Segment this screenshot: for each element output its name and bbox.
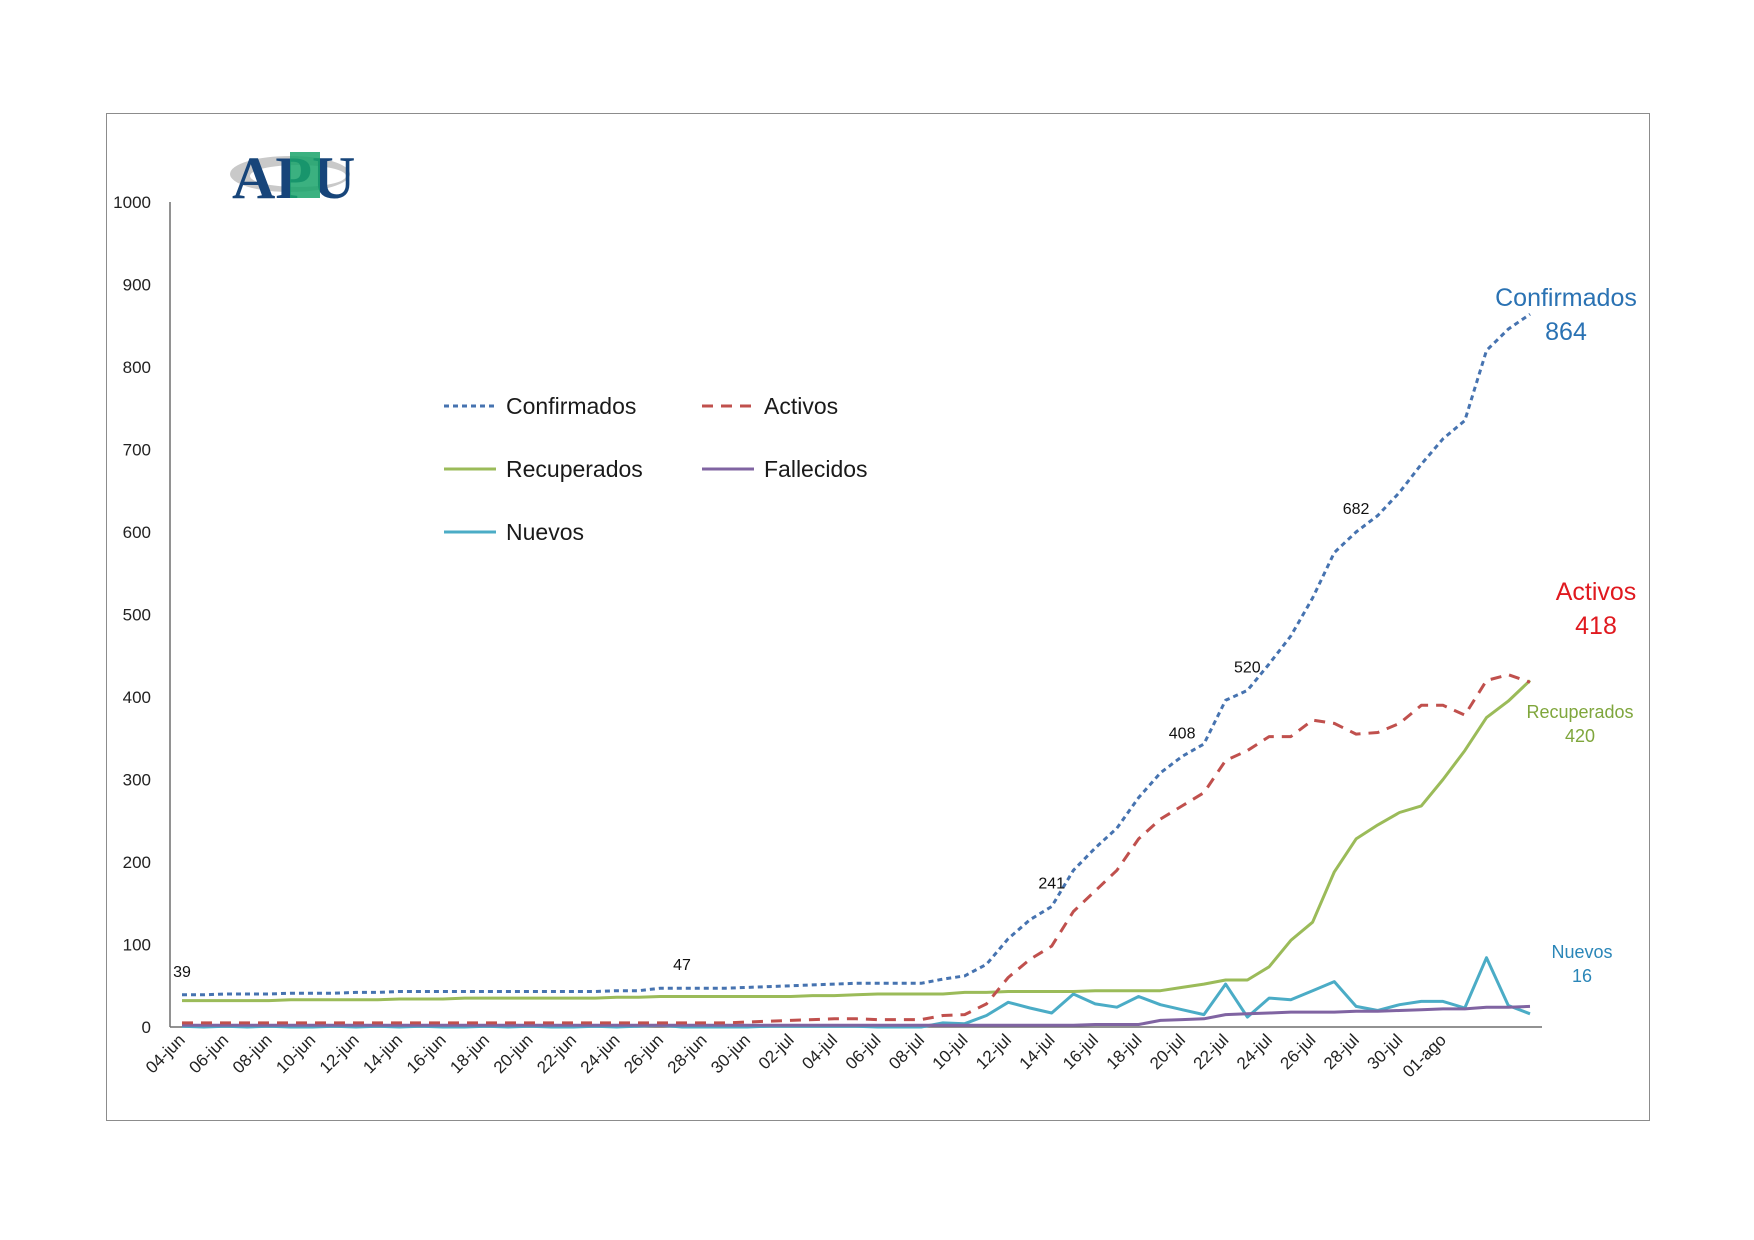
x-tick-label: 30-jun — [707, 1030, 754, 1077]
x-tick-label: 24-jun — [577, 1030, 624, 1077]
x-tick-label: 26-jun — [620, 1030, 667, 1077]
x-tick-label: 14-jun — [359, 1030, 406, 1077]
x-tick-label: 08-jul — [885, 1030, 928, 1073]
legend-swatch — [444, 530, 496, 534]
x-tick-label: 10-jun — [272, 1030, 319, 1077]
x-tick-label: 04-jul — [798, 1030, 841, 1073]
legend-label: Fallecidos — [764, 455, 868, 482]
legend-swatch — [444, 467, 496, 471]
y-tick-label: 300 — [123, 771, 151, 790]
x-tick-label: 01-ago — [1399, 1030, 1450, 1081]
end-label-name: Nuevos — [1551, 942, 1613, 962]
legend-swatch — [444, 404, 496, 408]
end-label-name: Activos — [1555, 578, 1637, 606]
series-line-activos — [182, 673, 1531, 1025]
x-tick-label: 12-jun — [316, 1030, 363, 1077]
x-tick-label: 20-jun — [490, 1030, 537, 1077]
x-tick-label: 02-jul — [755, 1030, 798, 1073]
legend-label: Activos — [764, 392, 839, 419]
data-label: 520 — [1234, 659, 1261, 676]
legend-swatch — [702, 404, 754, 408]
legend-item-confirmados: Confirmados — [442, 392, 636, 420]
end-label-nuevos: Nuevos 16 — [1482, 940, 1682, 989]
data-label: 408 — [1169, 725, 1196, 742]
data-label: 39 — [173, 964, 191, 981]
y-tick-label: 200 — [123, 853, 151, 872]
x-tick-label: 10-jul — [929, 1030, 972, 1073]
y-tick-label: 900 — [123, 276, 151, 295]
data-label: 682 — [1343, 501, 1370, 518]
y-tick-label: 100 — [123, 936, 151, 955]
data-label: 241 — [1038, 876, 1065, 893]
x-tick-label: 16-jul — [1059, 1030, 1102, 1073]
end-label-confirmados: Confirmados 864 — [1466, 282, 1666, 350]
end-label-name: Confirmados — [1495, 284, 1637, 312]
x-tick-label: 18-jul — [1103, 1030, 1146, 1073]
legend-item-fallecidos: Fallecidos — [700, 455, 868, 483]
y-tick-label: 0 — [142, 1018, 151, 1037]
legend-label: Recuperados — [506, 455, 643, 482]
apu-logo: APU — [230, 146, 355, 202]
y-tick-label: 400 — [123, 688, 151, 707]
y-tick-label: 1000 — [113, 193, 151, 212]
x-tick-label: 14-jul — [1016, 1030, 1059, 1073]
legend-item-nuevos: Nuevos — [442, 518, 584, 546]
x-tick-label: 12-jul — [972, 1030, 1015, 1073]
end-label-value: 16 — [1571, 966, 1593, 987]
end-label-value: 420 — [1564, 726, 1596, 747]
series-line-confirmados — [182, 312, 1531, 997]
legend-label: Nuevos — [506, 518, 584, 545]
x-tick-label: 26-jul — [1277, 1030, 1320, 1073]
x-tick-label: 22-jun — [533, 1030, 580, 1077]
x-tick-label: 08-jun — [229, 1030, 276, 1077]
y-tick-label: 600 — [123, 523, 151, 542]
y-tick-label: 800 — [123, 358, 151, 377]
x-tick-label: 06-jun — [185, 1030, 232, 1077]
data-label: 47 — [673, 957, 691, 974]
end-label-name: Recuperados — [1526, 702, 1634, 722]
x-tick-label: 22-jul — [1190, 1030, 1233, 1073]
series-line-fallecidos — [182, 1004, 1531, 1027]
end-label-value: 864 — [1545, 317, 1587, 346]
x-tick-label: 04-jun — [142, 1030, 189, 1077]
x-tick-label: 28-jun — [664, 1030, 711, 1077]
x-tick-label: 18-jun — [446, 1030, 493, 1077]
legend-item-recuperados: Recuperados — [442, 455, 643, 483]
x-tick-label: 28-jul — [1320, 1030, 1363, 1073]
x-tick-label: 20-jul — [1146, 1030, 1189, 1073]
x-tick-label: 06-jul — [842, 1030, 885, 1073]
x-tick-label: 16-jun — [403, 1030, 450, 1077]
end-label-recuperados: Recuperados 420 — [1480, 700, 1680, 749]
end-label-value: 418 — [1575, 611, 1617, 640]
series-line-recuperados — [182, 679, 1532, 1003]
x-tick-label: 24-jul — [1233, 1030, 1276, 1073]
legend-label: Confirmados — [506, 392, 637, 419]
legend-swatch — [702, 467, 754, 471]
y-tick-label: 700 — [123, 441, 151, 460]
chart-frame — [106, 113, 1650, 1121]
legend-item-activos: Activos — [700, 392, 838, 420]
y-tick-label: 500 — [123, 606, 151, 625]
end-label-activos: Activos 418 — [1496, 576, 1696, 644]
